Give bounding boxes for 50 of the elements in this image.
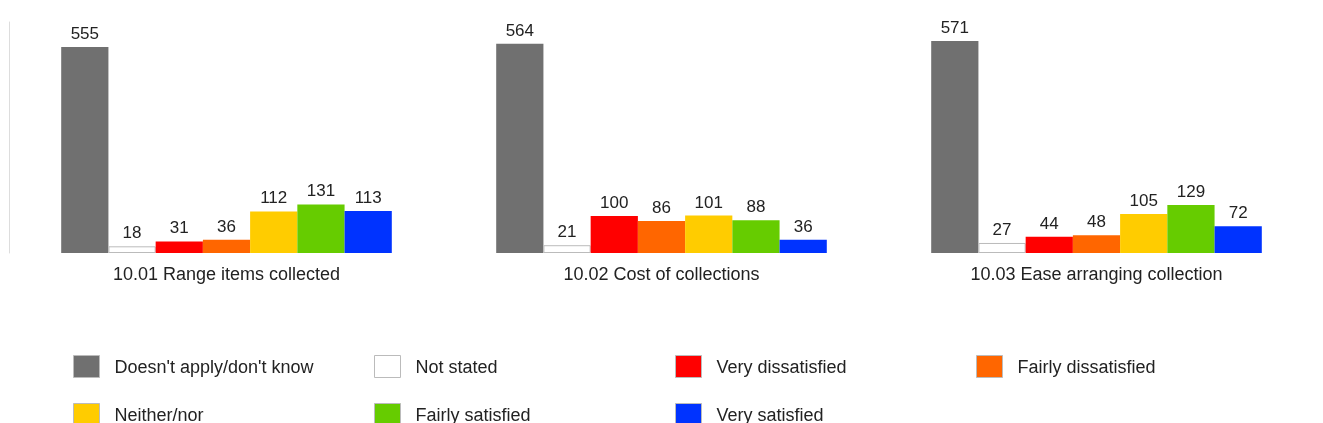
bar (1025, 236, 1073, 253)
data-label: 131 (306, 181, 336, 201)
data-label: 44 (1039, 213, 1059, 233)
bar (590, 215, 638, 253)
bar (779, 239, 827, 253)
data-label: 571 (940, 18, 969, 38)
bar (732, 220, 780, 253)
data-label: 72 (1228, 203, 1248, 223)
bar (685, 215, 733, 253)
data-label: 31 (169, 218, 189, 238)
bar (108, 246, 156, 253)
data-label: 112 (260, 188, 288, 208)
bar (297, 204, 345, 253)
data-label: 27 (992, 219, 1012, 239)
bar (1120, 214, 1168, 253)
legend-label: Doesn't apply/don't know (114, 356, 315, 377)
data-label: 101 (694, 192, 723, 212)
data-label: 88 (746, 197, 766, 217)
bar (1167, 205, 1215, 253)
bar (637, 221, 686, 253)
data-label: 113 (354, 188, 382, 208)
bar (155, 241, 203, 253)
legend-label: Very dissatisfied (716, 356, 847, 377)
bar (202, 239, 251, 253)
bar (978, 242, 1026, 253)
data-label: 36 (793, 216, 813, 236)
data-label: 18 (122, 223, 142, 243)
x-tick-label: 10.01 Range items collected (112, 264, 341, 284)
data-label: 100 (600, 192, 629, 212)
legend-label: Not stated (415, 356, 498, 377)
data-label: 21 (557, 222, 577, 242)
data-label: 105 (1129, 191, 1158, 211)
x-tick-label: 10.03 Ease arranging collection (970, 264, 1223, 284)
bar (250, 211, 298, 253)
data-label: 86 (652, 198, 671, 218)
bar (931, 41, 979, 253)
bar (61, 47, 109, 253)
bar (1214, 226, 1262, 253)
data-label: 555 (70, 24, 99, 44)
data-label: 129 (1176, 182, 1206, 202)
bar (344, 211, 392, 253)
bar (1072, 235, 1121, 253)
bar (543, 245, 591, 253)
legend-label: Fairly dissatisfied (1017, 356, 1156, 377)
data-label: 36 (217, 216, 236, 236)
data-label: 48 (1087, 212, 1106, 232)
bar (496, 43, 544, 253)
data-label: 564 (505, 20, 534, 40)
legend-label: Neither/nor (114, 404, 204, 423)
x-tick-label: 10.02 Cost of collections (563, 264, 760, 284)
